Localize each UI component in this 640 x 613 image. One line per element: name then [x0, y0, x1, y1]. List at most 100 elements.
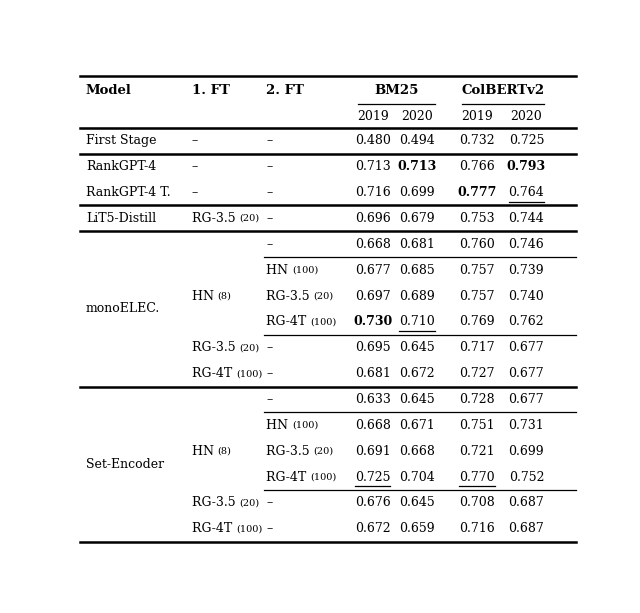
Text: 2019: 2019 [461, 110, 493, 123]
Text: Set-Encoder: Set-Encoder [86, 458, 164, 471]
Text: 0.671: 0.671 [399, 419, 435, 432]
Text: 0.691: 0.691 [355, 445, 390, 458]
Text: 0.757: 0.757 [459, 264, 495, 276]
Text: 0.672: 0.672 [399, 367, 435, 380]
Text: 0.725: 0.725 [509, 134, 544, 147]
Text: –: – [191, 160, 198, 173]
Text: 0.659: 0.659 [399, 522, 435, 535]
Text: –: – [266, 497, 272, 509]
Text: 0.677: 0.677 [355, 264, 390, 276]
Text: 0.699: 0.699 [509, 445, 544, 458]
Text: (20): (20) [314, 447, 333, 455]
Text: 0.710: 0.710 [399, 315, 435, 329]
Text: –: – [191, 134, 198, 147]
Text: 0.713: 0.713 [397, 160, 437, 173]
Text: HN: HN [266, 264, 292, 276]
Text: 2020: 2020 [401, 110, 433, 123]
Text: 0.728: 0.728 [459, 393, 495, 406]
Text: 0.757: 0.757 [459, 289, 495, 302]
Text: RG-4T: RG-4T [191, 522, 236, 535]
Text: –: – [191, 186, 198, 199]
Text: 0.730: 0.730 [353, 315, 392, 329]
Text: 0.689: 0.689 [399, 289, 435, 302]
Text: 0.725: 0.725 [355, 471, 390, 484]
Text: 0.480: 0.480 [355, 134, 390, 147]
Text: 0.704: 0.704 [399, 471, 435, 484]
Text: 0.764: 0.764 [509, 186, 544, 199]
Text: –: – [266, 160, 272, 173]
Text: monoELEC.: monoELEC. [86, 302, 160, 316]
Text: 0.677: 0.677 [509, 367, 544, 380]
Text: 0.766: 0.766 [459, 160, 495, 173]
Text: (20): (20) [239, 214, 259, 223]
Text: 0.679: 0.679 [399, 212, 435, 225]
Text: 0.494: 0.494 [399, 134, 435, 147]
Text: 0.677: 0.677 [509, 341, 544, 354]
Text: 0.751: 0.751 [459, 419, 495, 432]
Text: 0.695: 0.695 [355, 341, 390, 354]
Text: RG-3.5: RG-3.5 [191, 497, 239, 509]
Text: 0.746: 0.746 [509, 238, 544, 251]
Text: (20): (20) [239, 498, 259, 508]
Text: RankGPT-4 T.: RankGPT-4 T. [86, 186, 171, 199]
Text: 0.793: 0.793 [507, 160, 546, 173]
Text: 0.753: 0.753 [459, 212, 495, 225]
Text: 0.668: 0.668 [355, 419, 390, 432]
Text: 0.681: 0.681 [399, 238, 435, 251]
Text: RG-3.5: RG-3.5 [266, 289, 314, 302]
Text: (20): (20) [314, 292, 333, 300]
Text: 0.760: 0.760 [459, 238, 495, 251]
Text: 0.708: 0.708 [459, 497, 495, 509]
Text: 0.721: 0.721 [459, 445, 495, 458]
Text: 0.677: 0.677 [509, 393, 544, 406]
Text: 0.732: 0.732 [459, 134, 495, 147]
Text: 2020: 2020 [511, 110, 542, 123]
Text: First Stage: First Stage [86, 134, 156, 147]
Text: 0.769: 0.769 [459, 315, 495, 329]
Text: 0.697: 0.697 [355, 289, 390, 302]
Text: 1. FT: 1. FT [191, 83, 230, 97]
Text: 0.633: 0.633 [355, 393, 390, 406]
Text: 0.668: 0.668 [355, 238, 390, 251]
Text: (100): (100) [310, 473, 337, 482]
Text: –: – [266, 522, 272, 535]
Text: 0.687: 0.687 [509, 522, 544, 535]
Text: (100): (100) [236, 524, 262, 533]
Text: 0.727: 0.727 [459, 367, 495, 380]
Text: 0.645: 0.645 [399, 393, 435, 406]
Text: HN: HN [191, 289, 218, 302]
Text: (20): (20) [239, 343, 259, 352]
Text: (100): (100) [292, 421, 318, 430]
Text: HN: HN [266, 419, 292, 432]
Text: 0.672: 0.672 [355, 522, 390, 535]
Text: 0.739: 0.739 [509, 264, 544, 276]
Text: 0.713: 0.713 [355, 160, 390, 173]
Text: 0.762: 0.762 [509, 315, 544, 329]
Text: –: – [266, 393, 272, 406]
Text: 2. FT: 2. FT [266, 83, 304, 97]
Text: HN: HN [191, 445, 218, 458]
Text: (100): (100) [292, 265, 318, 275]
Text: 0.777: 0.777 [457, 186, 497, 199]
Text: 0.687: 0.687 [509, 497, 544, 509]
Text: (100): (100) [310, 318, 337, 326]
Text: 0.717: 0.717 [459, 341, 495, 354]
Text: RG-4T: RG-4T [266, 471, 310, 484]
Text: RG-4T: RG-4T [266, 315, 310, 329]
Text: 0.645: 0.645 [399, 497, 435, 509]
Text: 0.716: 0.716 [355, 186, 390, 199]
Text: RG-3.5: RG-3.5 [266, 445, 314, 458]
Text: 0.645: 0.645 [399, 341, 435, 354]
Text: (100): (100) [236, 369, 262, 378]
Text: 0.696: 0.696 [355, 212, 390, 225]
Text: 0.752: 0.752 [509, 471, 544, 484]
Text: 0.740: 0.740 [509, 289, 544, 302]
Text: 0.685: 0.685 [399, 264, 435, 276]
Text: 0.668: 0.668 [399, 445, 435, 458]
Text: 0.731: 0.731 [509, 419, 544, 432]
Text: 0.770: 0.770 [459, 471, 495, 484]
Text: –: – [266, 212, 272, 225]
Text: RankGPT-4: RankGPT-4 [86, 160, 156, 173]
Text: –: – [266, 238, 272, 251]
Text: (8): (8) [218, 292, 232, 300]
